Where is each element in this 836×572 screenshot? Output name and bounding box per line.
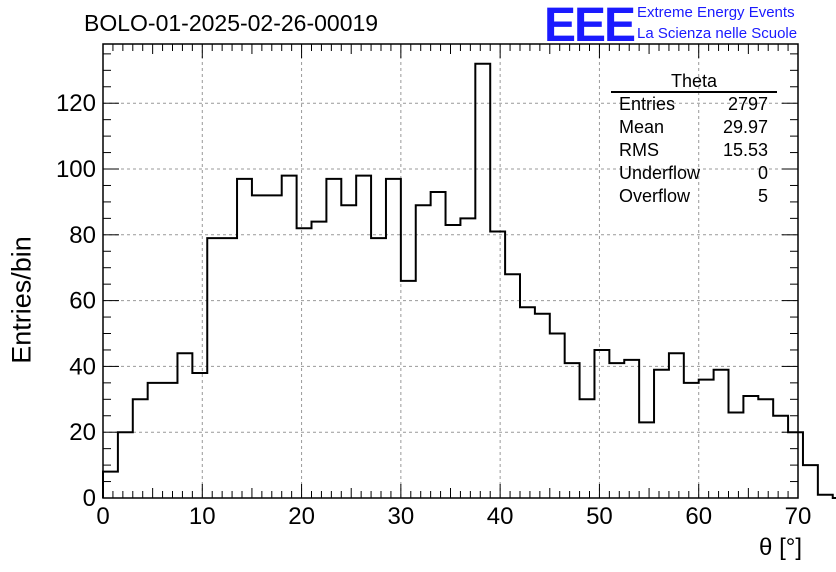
histogram-bin (743, 396, 758, 498)
histogram-bin (565, 363, 580, 498)
stats-label: Overflow (619, 186, 691, 206)
stats-row-overflow: Overflow 5 (611, 185, 777, 208)
x-tick-label: 0 (96, 503, 109, 530)
x-tick-label: 30 (388, 503, 415, 530)
histogram-bin (163, 383, 178, 498)
histogram-bin (818, 495, 833, 498)
histogram-bin (490, 232, 505, 498)
x-tick-label: 50 (586, 503, 613, 530)
histogram-bin (580, 399, 595, 498)
stats-row-entries: Entries 2797 (611, 93, 777, 116)
histogram-bin (133, 399, 148, 498)
histogram-bin (177, 353, 192, 498)
histogram-bin (401, 281, 416, 498)
histogram-bin (416, 205, 431, 498)
histogram-bin (207, 238, 222, 498)
histogram-bin (222, 238, 237, 498)
histogram-bin (282, 176, 297, 498)
histogram-bin (237, 179, 252, 498)
histogram-bin (371, 238, 386, 498)
histogram-bin (639, 422, 654, 498)
histogram-bin (341, 205, 356, 498)
histogram-bin (624, 360, 639, 498)
stats-row-underflow: Underflow 0 (611, 162, 777, 185)
histogram-bin (758, 399, 773, 498)
stats-value: 2797 (727, 94, 768, 114)
histogram-outline (102, 62, 836, 499)
stats-label: Entries (619, 94, 676, 114)
stats-row-mean: Mean 29.97 (611, 116, 777, 139)
histogram-bin (505, 274, 520, 498)
histogram-bin (386, 179, 401, 498)
stats-title: Theta (611, 72, 777, 93)
stats-value: 5 (757, 186, 768, 206)
histogram-bin (520, 307, 535, 498)
x-tick-label: 70 (785, 503, 812, 530)
histogram-bin (252, 195, 267, 498)
stats-label: Underflow (619, 163, 701, 183)
histogram-bin (788, 432, 803, 498)
logo-caption-line1: Extreme Energy Events (637, 4, 795, 21)
logo-caption-line2: La Scienza nelle Scuole (637, 25, 798, 42)
y-tick-label: 80 (69, 222, 96, 249)
histogram-bin (609, 363, 624, 498)
histogram-bin (312, 222, 327, 498)
histogram-bin (773, 416, 788, 498)
histogram-bin (729, 412, 744, 498)
y-tick-label: 40 (69, 353, 96, 380)
stats-label: Mean (619, 117, 665, 137)
histogram-bin (118, 432, 133, 498)
stats-row-rms: RMS 15.53 (611, 139, 777, 162)
histogram-bin (460, 218, 475, 498)
histogram-bin (297, 228, 312, 498)
run-title: BOLO-01-2025-02-26-00019 (84, 10, 379, 36)
histogram-bin (192, 373, 207, 498)
histogram-bin (699, 380, 714, 498)
x-tick-label: 20 (288, 503, 315, 530)
histogram-bin (550, 334, 565, 498)
stats-value: 0 (757, 163, 768, 183)
histogram-bin (654, 370, 669, 498)
histogram-bin (714, 370, 729, 498)
histogram-bin (446, 225, 461, 498)
x-tick-label: 40 (487, 503, 514, 530)
y-axis-title-text: Entries/bin (6, 236, 37, 364)
histogram-bin (356, 176, 371, 498)
histogram-bin (148, 383, 163, 498)
histogram-bin (803, 465, 818, 498)
x-tick-label: 10 (189, 503, 216, 530)
histogram-bin (535, 314, 550, 498)
eee-logo: EEE (544, 0, 636, 52)
histogram-bin (326, 179, 341, 498)
y-tick-label: 60 (69, 288, 96, 315)
histogram-bin (103, 472, 118, 498)
histogram-bin (431, 192, 446, 498)
x-tick-label: 60 (685, 503, 712, 530)
y-tick-label: 0 (83, 485, 96, 512)
histogram-bin (669, 353, 684, 498)
histogram-bin (475, 64, 490, 498)
stats-box: Theta Entries 2797 Mean 29.97 RMS 15.53 … (611, 72, 777, 208)
x-axis-title: θ [°] (759, 534, 802, 561)
stats-value: 29.97 (722, 117, 768, 137)
histogram-bin (267, 195, 282, 498)
histogram-bin (594, 350, 609, 498)
stats-value: 15.53 (722, 140, 768, 160)
histogram-bin (684, 383, 699, 498)
y-tick-label: 120 (56, 90, 96, 117)
stats-label: RMS (619, 140, 659, 160)
y-tick-label: 100 (56, 156, 96, 183)
y-tick-label: 20 (69, 419, 96, 446)
